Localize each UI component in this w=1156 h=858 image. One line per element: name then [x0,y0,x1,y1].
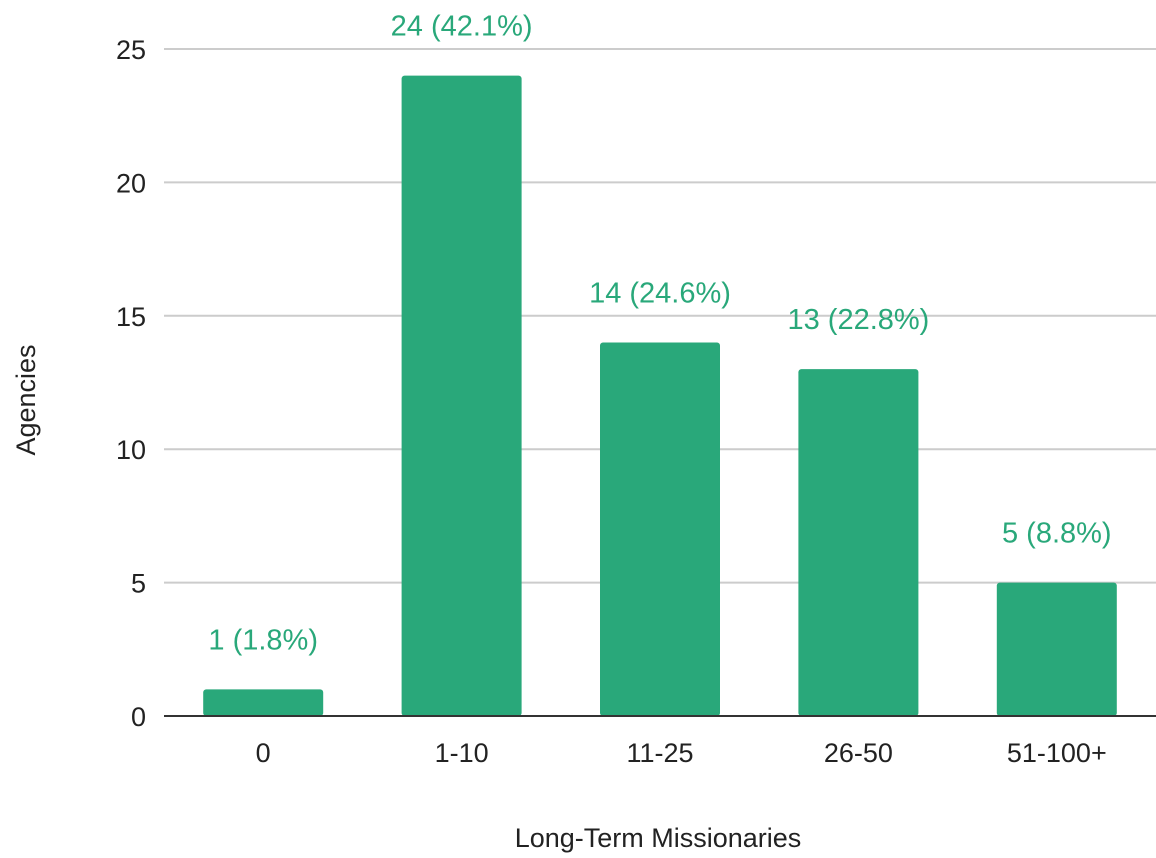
x-tick-label: 11-25 [626,738,693,768]
x-tick-label: 51-100+ [1007,738,1107,768]
x-axis-title: Long-Term Missionaries [515,823,802,853]
data-label: 1 (1.8%) [208,624,318,656]
bar-26-50 [798,369,919,716]
y-tick-label: 0 [131,702,146,732]
x-axis-ticks: 0 1-10 11-25 26-50 51-100+ [256,738,1107,768]
x-tick-label: 0 [256,738,271,768]
y-axis-ticks: 0 5 10 15 20 25 [116,35,146,732]
bars [203,75,1117,717]
y-tick-label: 5 [131,569,146,599]
data-label: 24 (42.1%) [391,11,533,43]
y-tick-label: 10 [116,435,146,465]
x-tick-label: 26-50 [824,738,893,768]
y-axis-title: Agencies [11,344,41,455]
data-label: 5 (8.8%) [1002,518,1112,550]
data-label: 13 (22.8%) [787,304,929,336]
gridlines [164,48,1156,584]
bar-51-100+ [996,582,1117,716]
bar-0 [203,689,324,716]
data-labels: 1 (1.8%) 24 (42.1%) 14 (24.6%) 13 (22.8%) 5 … [208,11,1111,657]
y-tick-label: 15 [116,302,146,332]
bar-1-10 [401,75,522,717]
data-label: 14 (24.6%) [589,277,731,309]
x-tick-label: 1-10 [435,738,489,768]
y-tick-label: 20 [116,168,146,198]
bar-11-25 [600,342,720,716]
y-tick-label: 25 [116,35,146,65]
